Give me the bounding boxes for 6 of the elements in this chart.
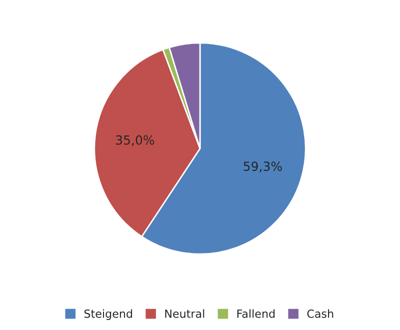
data-label: 35,0%	[116, 135, 154, 146]
legend-label: Steigend	[84, 309, 132, 320]
legend-label: Neutral	[165, 309, 204, 318]
legend-label: Cash	[307, 309, 334, 318]
data-label: 59,3%	[244, 162, 282, 172]
legend-label: Fallend	[237, 309, 275, 318]
